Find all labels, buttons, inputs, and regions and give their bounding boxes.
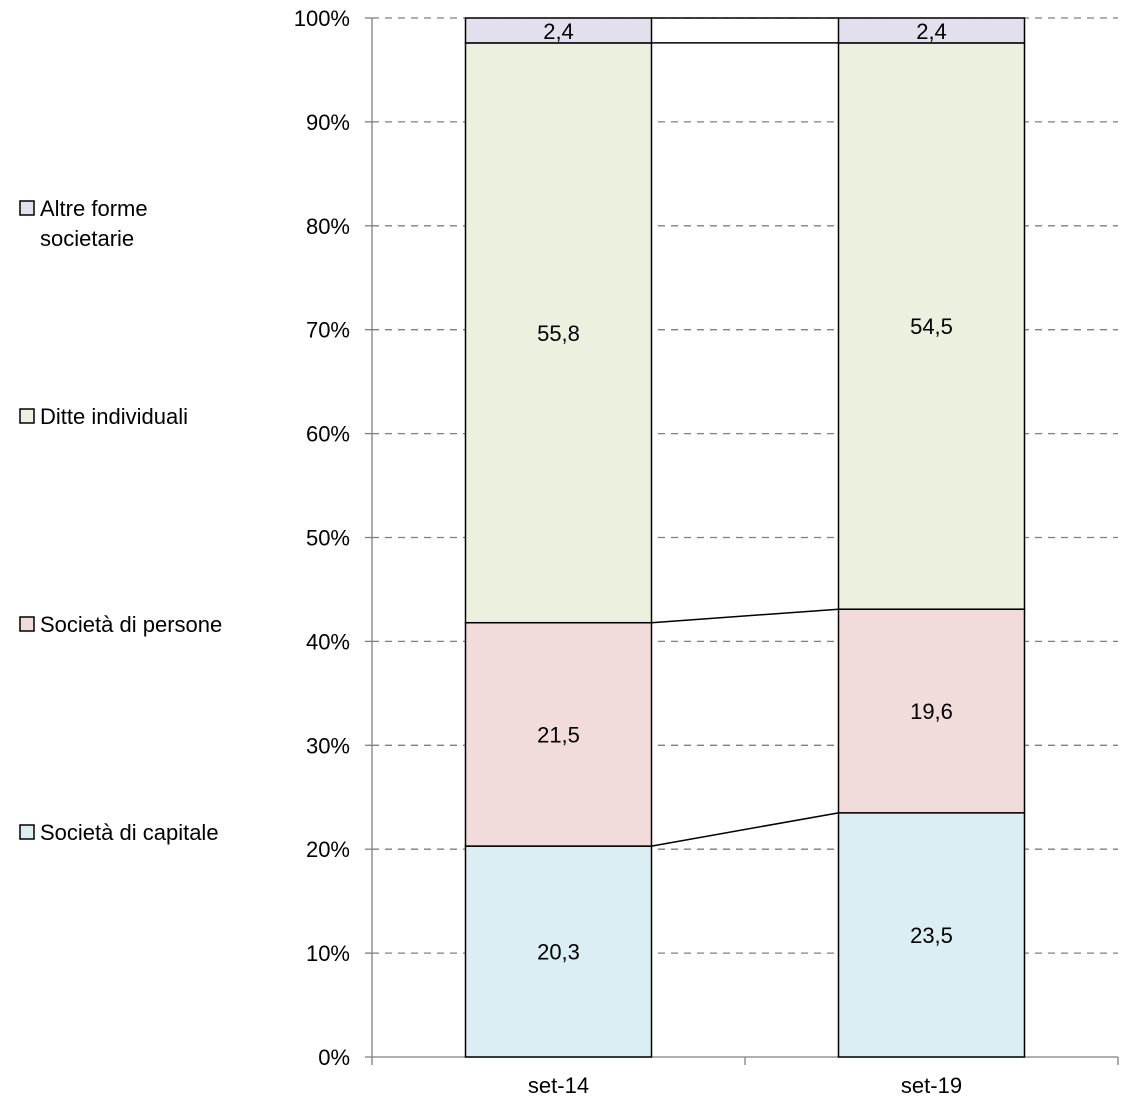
y-tick-label: 10% <box>306 941 350 966</box>
y-tick-label: 100% <box>294 6 350 31</box>
data-label: 19,6 <box>910 699 953 724</box>
bar-segment <box>837 17 1026 44</box>
bars <box>464 17 1026 1058</box>
legend-label: Società di capitale <box>40 820 219 845</box>
y-tick-label: 80% <box>306 214 350 239</box>
bar-segment <box>837 812 1026 1058</box>
bar-segment <box>464 845 653 1058</box>
data-label: 2,4 <box>543 19 574 44</box>
x-category-label: set-19 <box>901 1073 962 1098</box>
y-tick-label: 0% <box>318 1045 350 1070</box>
legend-swatch <box>19 616 35 632</box>
y-tick-label: 50% <box>306 526 350 551</box>
bar-segment <box>464 621 653 847</box>
y-tick-label: 90% <box>306 110 350 135</box>
legend-label: societarie <box>40 226 134 251</box>
data-label: 21,5 <box>537 722 580 747</box>
legend-swatch <box>19 824 35 840</box>
bar-segment <box>464 17 653 44</box>
bar-segment <box>464 42 653 624</box>
legend-swatch <box>19 200 35 216</box>
y-tick-label: 40% <box>306 629 350 654</box>
y-tick-label: 30% <box>306 733 350 758</box>
series-lines <box>651 17 839 847</box>
y-tick-label: 20% <box>306 837 350 862</box>
bar-segment <box>837 42 1026 610</box>
legend-label: Altre forme <box>40 196 148 221</box>
axes: 0% 10% 20% 30% 40% 50% 60% 70% 80% 90% 100% set-14 s… <box>294 6 1119 1098</box>
y-tick-label: 60% <box>306 422 350 447</box>
legend-swatch <box>19 408 35 424</box>
data-label: 23,5 <box>910 923 953 948</box>
series-line <box>651 812 839 847</box>
legend-label: Ditte individuali <box>40 404 188 429</box>
x-category-label: set-14 <box>528 1073 589 1098</box>
data-label: 54,5 <box>910 314 953 339</box>
data-labels: 20,3 21,5 55,8 2,4 23,5 19,6 54,5 2,4 <box>537 19 953 965</box>
legend-label: Società di persone <box>40 612 222 637</box>
y-tick-label: 70% <box>306 318 350 343</box>
series-line <box>651 608 839 624</box>
bar-segment <box>837 608 1026 814</box>
legend: Altre forme societarie Ditte individuali So… <box>19 196 222 845</box>
data-label: 55,8 <box>537 321 580 346</box>
data-label: 20,3 <box>537 940 580 965</box>
data-label: 2,4 <box>916 19 947 44</box>
